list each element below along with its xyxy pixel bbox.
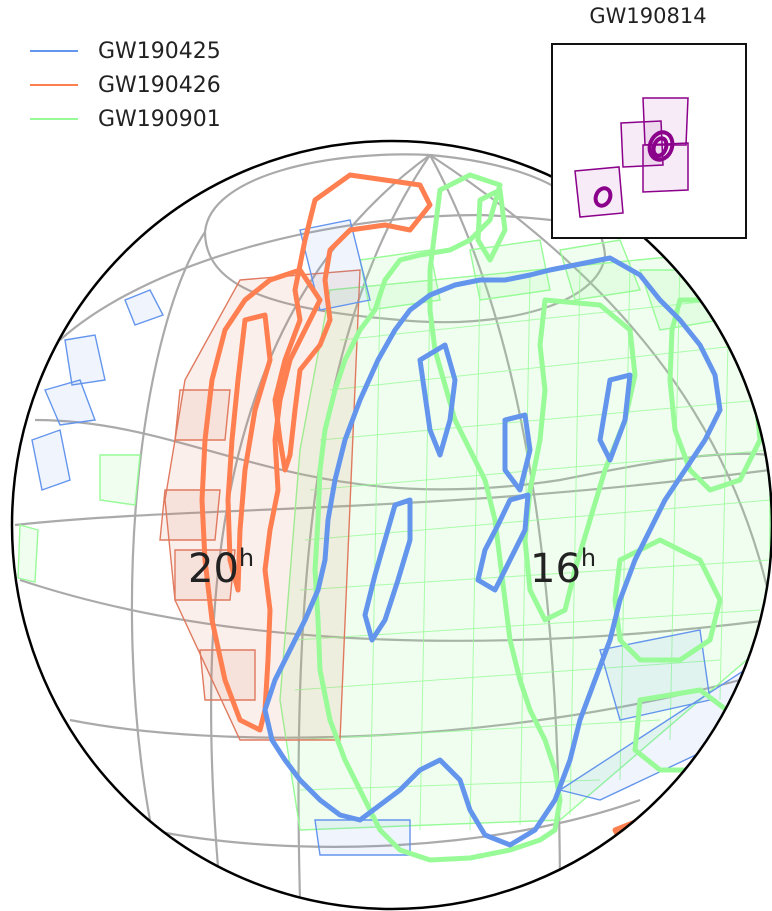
legend: GW190425 GW190426 GW190901 (30, 34, 221, 136)
legend-swatch (30, 118, 78, 120)
gw190901-grid (294, 254, 771, 831)
ra-label-16h: 16h (530, 544, 596, 592)
gw190425-contour (262, 255, 723, 848)
globe-outline (10, 139, 772, 911)
legend-swatch (30, 84, 78, 86)
legend-swatch (30, 50, 78, 52)
gw190425-tiles (31, 219, 771, 856)
legend-label: GW190901 (98, 106, 221, 132)
gw190426-contour (199, 172, 643, 843)
ra-label-20h: 20h (188, 544, 254, 592)
inset-map (574, 97, 689, 218)
legend-label: GW190426 (98, 72, 221, 98)
globe-interior: 20h 16h (14, 153, 772, 901)
legend-item-gw190426: GW190426 (30, 68, 221, 102)
inset-panel (551, 43, 747, 239)
legend-item-gw190901: GW190901 (30, 102, 221, 136)
legend-item-gw190425: GW190425 (30, 34, 221, 68)
legend-label: GW190425 (98, 38, 221, 64)
inset-title: GW190814 (589, 4, 707, 28)
